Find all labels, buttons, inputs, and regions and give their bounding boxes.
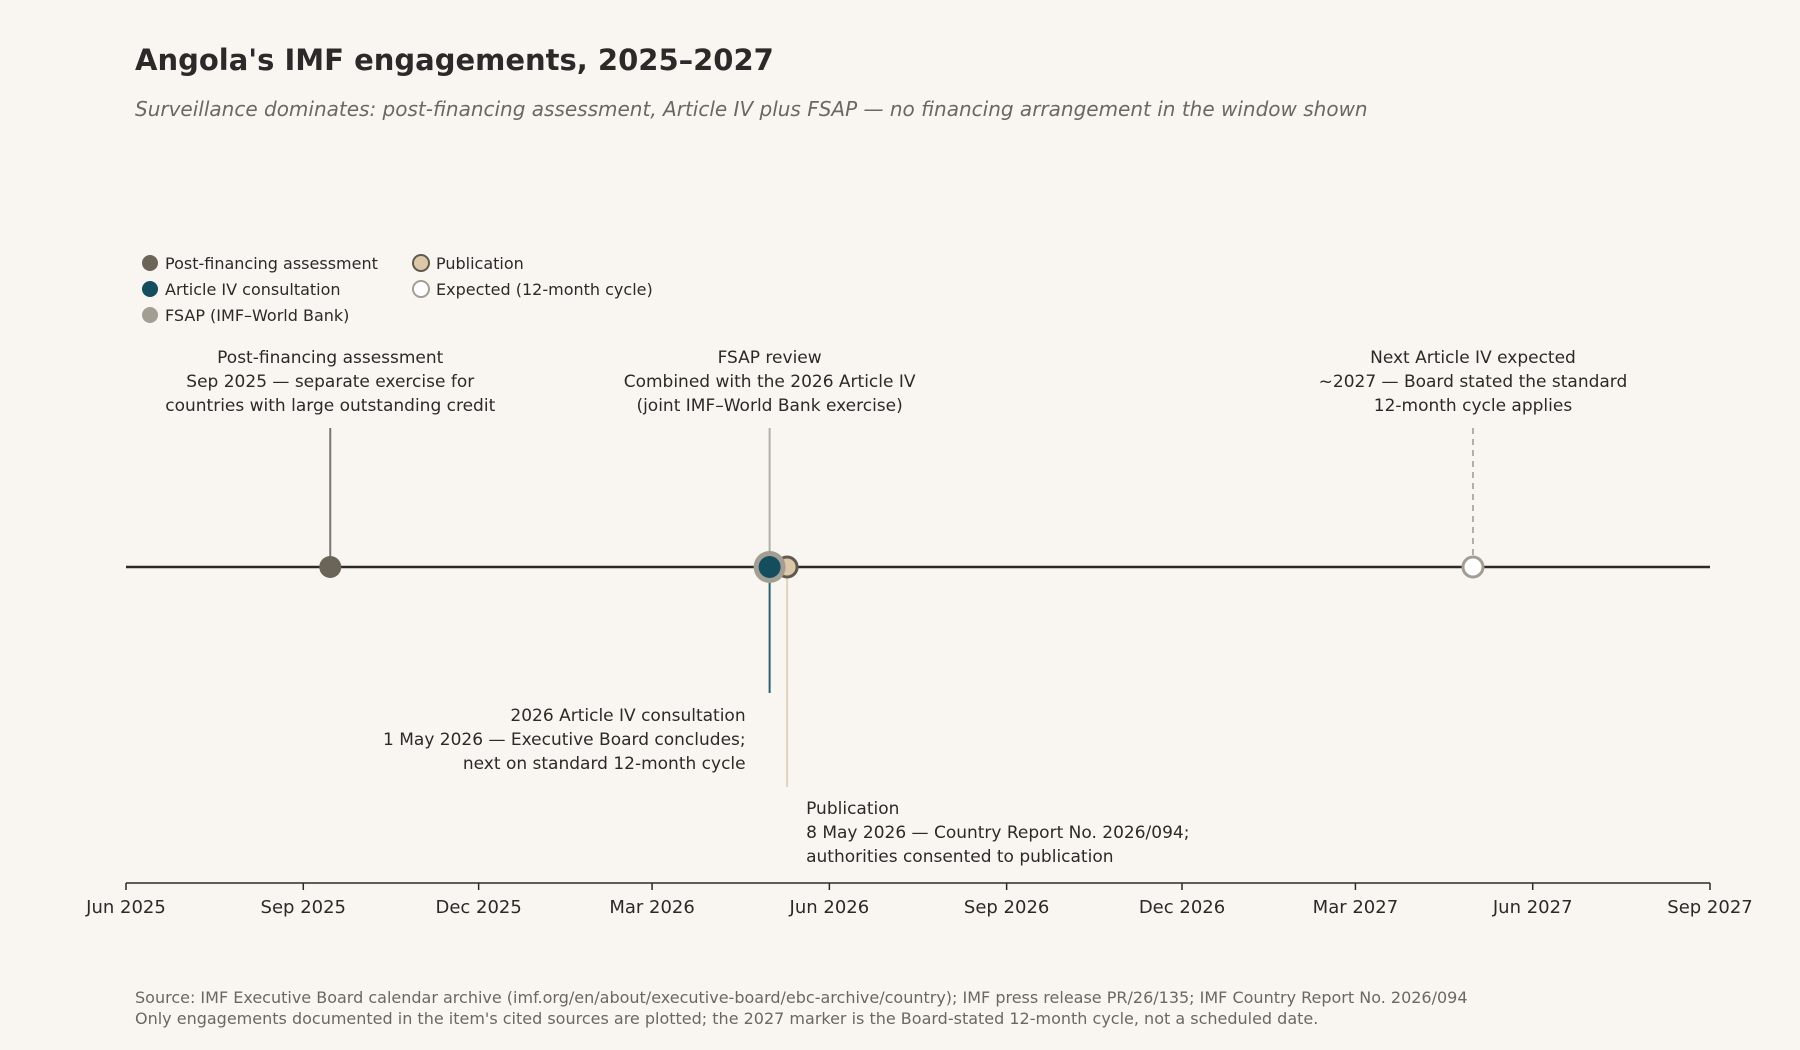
tick-label: Jun 2025: [85, 897, 166, 918]
source-line: Only engagements documented in the item'…: [135, 1009, 1318, 1028]
legend-marker-art4: [142, 281, 158, 297]
event-marker-exp: [1461, 555, 1485, 579]
annotation-art4: 2026 Article IV consultation 1 May 2026 —…: [383, 706, 746, 774]
annotation-pub: Publication 8 May 2026 — Country Report N…: [806, 799, 1189, 867]
event-marker-pfa: [319, 556, 342, 578]
x-axis-ticks: Jun 2025 Sep 2025 Dec 2025 Mar 2026 Jun 2026…: [85, 883, 1753, 918]
annotation-fsap: FSAP review Combined with the 2026 Articl…: [624, 348, 916, 416]
tick-label: Sep 2027: [1667, 897, 1752, 918]
event-markers: [319, 551, 1485, 583]
tick-label: Sep 2026: [964, 897, 1049, 918]
legend-label-art4: Article IV consultation: [165, 280, 341, 299]
legend-marker-pub: [412, 254, 430, 272]
tick-label: Mar 2027: [1313, 897, 1399, 918]
chart-title: Angola's IMF engagements, 2025–2027: [135, 43, 774, 77]
tick-label: Mar 2026: [609, 897, 695, 918]
tick-label: Dec 2026: [1139, 897, 1225, 918]
event-marker-art4: [758, 556, 781, 578]
tick-label: Dec 2025: [435, 897, 521, 918]
annotation-pfa: Post-financing assessment Sep 2025 — sepa…: [165, 348, 495, 416]
event-connectors: [329, 428, 1474, 787]
tick-label: Jun 2026: [789, 897, 870, 918]
legend-label-pfa: Post-financing assessment: [165, 254, 378, 273]
legend-marker-fsap: [142, 307, 158, 323]
annotation-exp: Next Article IV expected ~2027 — Board st…: [1319, 348, 1628, 416]
source-note: Source: IMF Executive Board calendar arc…: [135, 988, 1468, 1028]
legend: Post-financing assessment Article IV cons…: [142, 254, 653, 325]
tick-label: Jun 2027: [1492, 897, 1573, 918]
legend-marker-pfa: [142, 255, 158, 271]
tick-label: Sep 2025: [261, 897, 346, 918]
event-annotations: Post-financing assessment Sep 2025 — sepa…: [165, 348, 1627, 867]
legend-label-exp: Expected (12-month cycle): [436, 280, 653, 299]
legend-label-pub: Publication: [436, 254, 524, 273]
chart-subtitle: Surveillance dominates: post-financing a…: [135, 97, 1368, 121]
legend-label-fsap: FSAP (IMF–World Bank): [165, 306, 349, 325]
source-line: Source: IMF Executive Board calendar arc…: [135, 988, 1468, 1007]
legend-marker-exp: [412, 280, 430, 298]
